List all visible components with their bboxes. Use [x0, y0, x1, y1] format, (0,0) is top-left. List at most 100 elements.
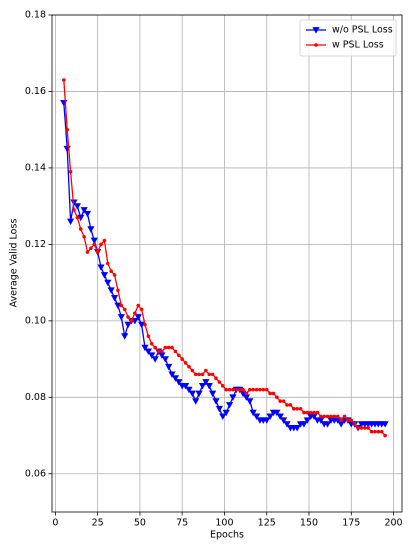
- marker: [268, 391, 272, 396]
- marker: [308, 410, 313, 415]
- marker: [278, 399, 283, 403]
- marker: [195, 390, 203, 398]
- marker: [222, 409, 230, 417]
- marker: [317, 417, 325, 424]
- marker: [197, 372, 201, 377]
- marker: [244, 391, 249, 396]
- marker: [315, 410, 320, 415]
- marker: [200, 372, 205, 377]
- y-tick-label: 0.08: [25, 392, 46, 403]
- marker: [281, 399, 286, 403]
- marker: [219, 413, 227, 421]
- marker: [97, 264, 105, 271]
- marker: [65, 127, 70, 132]
- marker: [225, 402, 234, 409]
- marker: [62, 78, 66, 82]
- marker: [188, 390, 196, 398]
- y-tick-label: 0.10: [25, 315, 46, 326]
- x-tick-label: 175: [342, 518, 360, 529]
- marker: [349, 418, 354, 423]
- marker: [185, 386, 193, 394]
- marker: [119, 303, 124, 308]
- marker: [104, 279, 112, 287]
- marker: [264, 387, 269, 392]
- y-tick-label: 0.06: [25, 468, 46, 479]
- legend: w/o PSL Loss w PSL Loss: [299, 19, 397, 57]
- marker: [210, 372, 215, 377]
- legend-box: [299, 19, 397, 57]
- marker: [131, 317, 139, 325]
- marker: [241, 387, 245, 392]
- marker: [254, 387, 259, 392]
- legend-label: w PSL Loss: [332, 40, 384, 51]
- marker: [346, 418, 350, 423]
- marker: [126, 315, 130, 319]
- marker: [212, 398, 220, 405]
- marker: [271, 391, 276, 396]
- marker: [366, 426, 370, 430]
- marker: [263, 417, 271, 424]
- marker: [198, 382, 207, 390]
- marker: [158, 352, 166, 359]
- marker: [187, 364, 191, 369]
- x-tick-label: 100: [215, 518, 233, 529]
- marker: [180, 357, 184, 361]
- marker: [122, 307, 127, 312]
- marker: [359, 426, 364, 430]
- marker: [95, 250, 100, 254]
- marker: [124, 321, 132, 329]
- marker: [288, 403, 293, 407]
- marker: [302, 410, 306, 415]
- marker: [92, 242, 97, 247]
- marker: [141, 344, 149, 352]
- marker: [258, 387, 262, 392]
- marker: [100, 272, 109, 279]
- marker: [78, 227, 83, 231]
- marker: [105, 261, 110, 266]
- marker: [68, 169, 73, 174]
- marker: [205, 382, 213, 390]
- marker: [379, 429, 384, 434]
- marker: [153, 345, 157, 350]
- marker: [90, 237, 98, 245]
- marker: [136, 303, 141, 308]
- marker: [168, 371, 176, 378]
- marker: [275, 395, 279, 400]
- marker: [117, 314, 125, 321]
- marker: [75, 215, 80, 220]
- marker: [381, 421, 389, 428]
- marker: [339, 418, 343, 423]
- marker: [110, 295, 119, 302]
- marker: [149, 341, 154, 346]
- marker: [134, 314, 142, 321]
- marker: [190, 368, 195, 373]
- marker: [220, 384, 225, 388]
- marker: [156, 349, 161, 354]
- marker: [207, 372, 212, 377]
- marker: [280, 417, 288, 424]
- marker: [319, 414, 323, 419]
- marker: [171, 375, 180, 382]
- marker: [376, 429, 381, 434]
- marker: [165, 363, 173, 371]
- marker: [332, 414, 337, 419]
- marker: [143, 322, 147, 327]
- marker: [87, 226, 95, 233]
- marker: [335, 414, 340, 419]
- marker: [246, 398, 254, 405]
- x-tick-label: 125: [258, 518, 276, 529]
- marker: [224, 387, 228, 392]
- marker: [193, 372, 198, 377]
- marker: [215, 405, 223, 413]
- marker: [204, 368, 208, 373]
- marker: [295, 406, 299, 411]
- marker: [209, 390, 217, 398]
- marker: [66, 218, 75, 226]
- legend-label: w/o PSL Loss: [332, 25, 393, 36]
- marker: [99, 242, 103, 247]
- marker: [114, 302, 122, 310]
- marker: [329, 414, 333, 419]
- legend-marker: [314, 43, 318, 47]
- marker: [85, 250, 90, 254]
